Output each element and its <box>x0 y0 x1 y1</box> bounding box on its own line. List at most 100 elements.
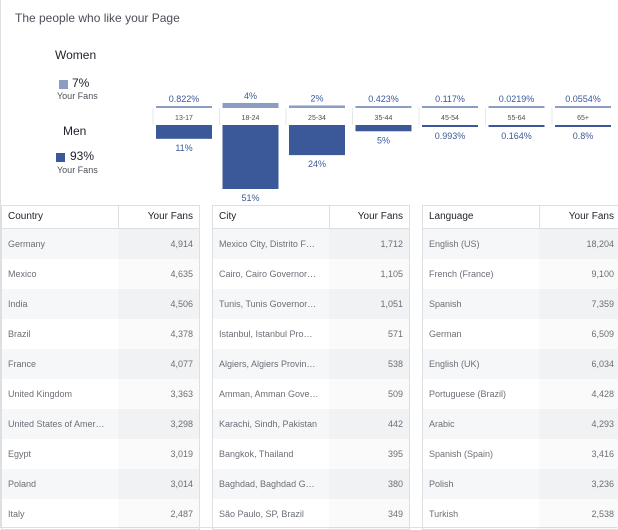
row-name: France <box>8 359 37 369</box>
city-column-header[interactable]: City <box>219 211 237 222</box>
row-value: 9,100 <box>591 269 614 279</box>
row-name: Turkish <box>429 509 459 519</box>
row-name: Egypt <box>8 449 32 459</box>
row-name: Portuguese (Brazil) <box>429 389 507 399</box>
row-name: Tunis, Tunis Governor… <box>219 299 317 309</box>
table-row[interactable]: Tunis, Tunis Governor… 1,051 <box>213 289 409 319</box>
row-name: English (US) <box>429 239 480 249</box>
row-value: 3,416 <box>591 449 614 459</box>
row-name: Spanish <box>429 299 462 309</box>
table-row[interactable]: French (France) 9,100 <box>423 259 618 289</box>
country-table: Country Your Fans Germany 4,914 Mexico 4,63… <box>1 205 200 530</box>
men-data-label: 11% <box>175 143 192 153</box>
table-row[interactable]: São Paulo, SP, Brazil 349 <box>213 499 409 529</box>
row-value: 4,914 <box>170 239 193 249</box>
row-value: 18,204 <box>586 239 614 249</box>
women-data-label: 0.0554% <box>565 94 601 104</box>
age-tick-label: 35-44 <box>375 115 393 122</box>
men-swatch <box>56 153 65 162</box>
table-row[interactable]: United States of Amer… 3,298 <box>2 409 199 439</box>
language-fans-column-header[interactable]: Your Fans <box>539 206 618 228</box>
table-row[interactable]: Baghdad, Baghdad G… 380 <box>213 469 409 499</box>
row-name: India <box>8 299 28 309</box>
table-row[interactable]: Brazil 4,378 <box>2 319 199 349</box>
table-row[interactable]: France 4,077 <box>2 349 199 379</box>
table-row[interactable]: Karachi, Sindh, Pakistan 442 <box>213 409 409 439</box>
table-row[interactable]: Egypt 3,019 <box>2 439 199 469</box>
language-table: Language Your Fans English (US) 18,204 Fre… <box>422 205 618 530</box>
table-row[interactable]: Spanish 7,359 <box>423 289 618 319</box>
women-bar <box>355 106 412 108</box>
table-row[interactable]: Italy 2,487 <box>2 499 199 529</box>
women-data-label: 0.822% <box>169 94 200 104</box>
table-row[interactable]: Spanish (Spain) 3,416 <box>423 439 618 469</box>
row-name: Spanish (Spain) <box>429 449 494 459</box>
language-column-header[interactable]: Language <box>429 211 474 222</box>
table-row[interactable]: Germany 4,914 <box>2 229 199 259</box>
table-row[interactable]: Bangkok, Thailand 395 <box>213 439 409 469</box>
table-row[interactable]: Arabic 4,293 <box>423 409 618 439</box>
row-value: 4,428 <box>591 389 614 399</box>
men-label: Men <box>63 124 87 138</box>
row-name: English (UK) <box>429 359 480 369</box>
row-value: 3,019 <box>170 449 193 459</box>
city-table-body: Mexico City, Distrito F… 1,712 Cairo, Cair… <box>213 229 409 529</box>
country-table-header: Country Your Fans <box>2 205 199 229</box>
table-row[interactable]: Cairo, Cairo Governor… 1,105 <box>213 259 409 289</box>
city-table-header: City Your Fans <box>213 205 409 229</box>
women-swatch <box>59 80 68 89</box>
row-name: Mexico <box>8 269 37 279</box>
men-percent: 93% <box>70 149 95 163</box>
row-name: Mexico City, Distrito F… <box>219 239 315 249</box>
women-data-label: 0.0219% <box>499 94 535 104</box>
country-column-header[interactable]: Country <box>8 211 44 222</box>
row-name: German <box>429 329 462 339</box>
men-bar <box>555 125 611 127</box>
men-bar <box>156 125 212 139</box>
table-row[interactable]: English (US) 18,204 <box>423 229 618 259</box>
table-row[interactable]: German 6,509 <box>423 319 618 349</box>
row-value: 538 <box>387 359 403 369</box>
men-bar <box>222 125 279 189</box>
table-row[interactable]: United Kingdom 3,363 <box>2 379 199 409</box>
age-tick-label: 18-24 <box>242 115 260 122</box>
row-value: 380 <box>387 479 403 489</box>
table-row[interactable]: Algiers, Algiers Provin… 538 <box>213 349 409 379</box>
row-value: 3,363 <box>170 389 193 399</box>
age-tick-label: 13-17 <box>175 115 193 122</box>
row-value: 4,635 <box>170 269 193 279</box>
row-value: 4,506 <box>170 299 193 309</box>
table-row[interactable]: Poland 3,014 <box>2 469 199 499</box>
country-fans-column-header[interactable]: Your Fans <box>118 206 199 228</box>
row-value: 3,236 <box>591 479 614 489</box>
row-value: 1,712 <box>380 239 403 249</box>
language-table-header: Language Your Fans <box>423 205 618 229</box>
age-tick-label: 65+ <box>577 115 589 122</box>
women-data-label: 2% <box>310 93 323 103</box>
table-row[interactable]: Turkish 2,538 <box>423 499 618 529</box>
table-row[interactable]: Amman, Amman Gove… 509 <box>213 379 409 409</box>
table-row[interactable]: India 4,506 <box>2 289 199 319</box>
table-row[interactable]: Portuguese (Brazil) 4,428 <box>423 379 618 409</box>
row-value: 4,378 <box>170 329 193 339</box>
row-name: Amman, Amman Gove… <box>219 389 319 399</box>
row-name: Poland <box>8 479 37 489</box>
men-data-label: 0.8% <box>573 131 594 141</box>
age-tick-label: 55-64 <box>508 115 526 122</box>
table-row[interactable]: Istanbul, Istanbul Pro… 571 <box>213 319 409 349</box>
men-bar <box>422 125 478 127</box>
table-row[interactable]: Mexico 4,635 <box>2 259 199 289</box>
row-value: 2,538 <box>591 509 614 519</box>
table-row[interactable]: Polish 3,236 <box>423 469 618 499</box>
table-row[interactable]: Mexico City, Distrito F… 1,712 <box>213 229 409 259</box>
city-fans-column-header[interactable]: Your Fans <box>329 206 409 228</box>
age-band <box>152 108 616 125</box>
table-row[interactable]: English (UK) 6,034 <box>423 349 618 379</box>
age-gender-chart: 0.822% 13-17 11% 4% 18-24 51% 2% 25-34 24% 0.423%… <box>152 91 616 203</box>
women-sublabel: Your Fans <box>57 91 98 101</box>
row-value: 4,077 <box>170 359 193 369</box>
women-percent: 7% <box>72 76 90 90</box>
men-data-label: 0.993% <box>435 131 466 141</box>
city-table: City Your Fans Mexico City, Distrito F… 1… <box>212 205 410 530</box>
